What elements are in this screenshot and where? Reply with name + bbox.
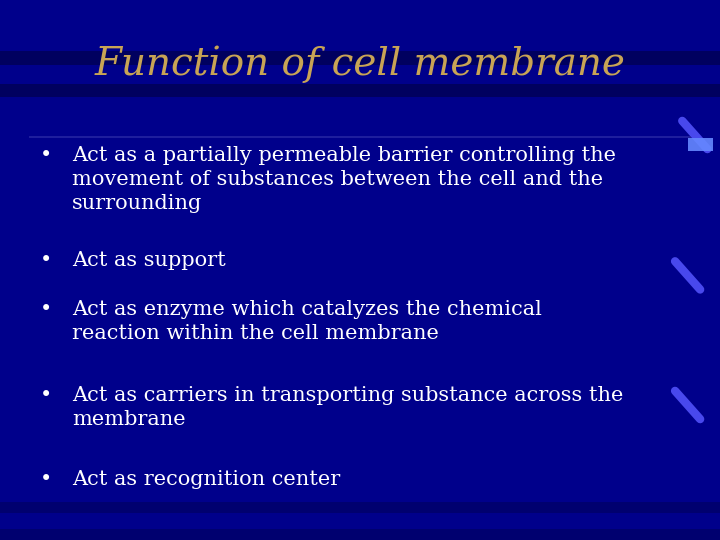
FancyArrowPatch shape	[675, 261, 700, 289]
Text: •: •	[40, 300, 52, 319]
Text: •: •	[40, 470, 52, 489]
Text: Act as carriers in transporting substance across the
membrane: Act as carriers in transporting substanc…	[72, 386, 624, 429]
Text: Act as support: Act as support	[72, 251, 226, 270]
Bar	[0, 502, 720, 513]
FancyArrowPatch shape	[683, 121, 707, 149]
Bar	[0, 51, 720, 65]
FancyArrowPatch shape	[675, 391, 700, 419]
Text: •: •	[40, 386, 52, 405]
Bar	[29, 136, 691, 138]
Bar	[688, 138, 713, 151]
Text: Act as enzyme which catalyzes the chemical
reaction within the cell membrane: Act as enzyme which catalyzes the chemic…	[72, 300, 542, 343]
Text: Act as recognition center: Act as recognition center	[72, 470, 341, 489]
Bar	[0, 84, 720, 97]
Text: •: •	[40, 251, 52, 270]
Bar	[0, 529, 720, 540]
Text: •: •	[40, 146, 52, 165]
Text: Act as a partially permeable barrier controlling the
movement of substances betw: Act as a partially permeable barrier con…	[72, 146, 616, 213]
Text: Function of cell membrane: Function of cell membrane	[94, 46, 626, 83]
